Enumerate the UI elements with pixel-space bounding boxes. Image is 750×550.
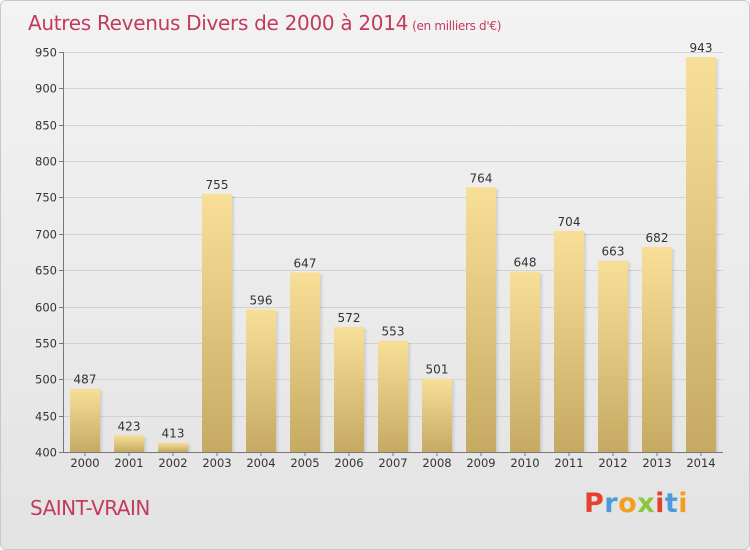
y-tick-label: 900	[35, 82, 57, 96]
y-tick-label: 850	[35, 119, 57, 133]
data-label: 596	[250, 293, 273, 307]
y-tick-label: 650	[35, 264, 57, 278]
bar	[554, 230, 584, 452]
bar-shadow	[100, 390, 104, 452]
bar	[158, 442, 188, 452]
logo-letter: o	[618, 488, 638, 519]
x-tick-label: 2010	[510, 456, 539, 470]
bar	[334, 326, 364, 452]
x-tick-label: 2012	[598, 456, 627, 470]
x-tick-label: 2008	[422, 456, 451, 470]
y-tick-label: 400	[35, 446, 57, 460]
logo-letter: t	[664, 488, 679, 519]
x-tick-label: 2014	[686, 456, 715, 470]
data-label: 943	[690, 41, 713, 55]
data-label: 487	[74, 373, 97, 387]
x-tick-label: 2004	[246, 456, 275, 470]
bar-shadow	[188, 444, 192, 452]
chart-subtitle: (en milliers d'€)	[412, 19, 502, 33]
bar	[246, 309, 276, 452]
bar-shadow	[716, 59, 720, 452]
data-label: 663	[602, 245, 625, 259]
bar	[70, 388, 100, 452]
bar-shadow	[540, 273, 544, 452]
bar-shadow	[672, 248, 676, 452]
bar-shadow	[144, 437, 148, 452]
data-label: 682	[646, 231, 669, 245]
data-label: 755	[206, 178, 229, 192]
bar	[422, 378, 452, 452]
logo-letter: x	[637, 488, 656, 519]
y-tick-label: 800	[35, 155, 57, 169]
x-tick-label: 2003	[202, 456, 231, 470]
axes: 400 450 500 550 600 650 700 750 800 850 900 950 2000…	[35, 46, 723, 470]
bar-shadow	[408, 342, 412, 452]
y-tick-label: 950	[35, 46, 57, 60]
bar-shadow	[276, 311, 280, 452]
bar	[642, 246, 672, 452]
data-label: 648	[514, 256, 537, 270]
x-tick-label: 2006	[334, 456, 363, 470]
bar	[598, 260, 628, 452]
data-label: 764	[470, 171, 493, 185]
bars: 487 423 413 755 596 647 572 553 501 764 648 704 663 6…	[70, 41, 720, 453]
y-tick-label: 450	[35, 410, 57, 424]
bar-shadow	[452, 380, 456, 452]
y-tick-label: 600	[35, 301, 57, 315]
data-label: 704	[558, 215, 581, 229]
bar-shadow	[232, 195, 236, 452]
x-tick-label: 2005	[290, 456, 319, 470]
bar	[114, 435, 144, 452]
bar-shadow	[320, 274, 324, 452]
proxiti-logo[interactable]: Proxiti	[584, 488, 688, 519]
logo-letter: i	[655, 488, 665, 519]
data-label: 423	[118, 419, 141, 433]
chart-title: Autres Revenus Divers de 2000 à 2014 (en …	[28, 11, 501, 35]
data-label: 413	[162, 427, 185, 441]
bar	[290, 272, 320, 452]
bar-shadow	[496, 189, 500, 453]
y-tick-label: 700	[35, 228, 57, 242]
y-tick-label: 750	[35, 191, 57, 205]
data-label: 572	[338, 311, 361, 325]
x-tick-label: 2001	[114, 456, 143, 470]
x-tick-label: 2013	[642, 456, 671, 470]
bar	[686, 57, 716, 452]
bar	[466, 187, 496, 453]
data-label: 501	[426, 363, 449, 377]
x-tick-label: 2002	[158, 456, 187, 470]
logo-letter: r	[604, 488, 619, 519]
place-name: SAINT-VRAIN	[30, 496, 150, 520]
logo-letter: i	[678, 488, 689, 519]
data-label: 553	[382, 325, 405, 339]
x-tick-label: 2011	[554, 456, 583, 470]
bar-shadow	[364, 328, 368, 452]
bar	[378, 340, 408, 452]
bar	[202, 193, 232, 452]
y-tick-label: 500	[35, 373, 57, 387]
logo-letter: P	[584, 488, 605, 519]
y-tick-label: 550	[35, 337, 57, 351]
bar-shadow	[584, 232, 588, 452]
bar-shadow	[628, 262, 632, 452]
bar	[510, 271, 540, 452]
data-label: 647	[294, 256, 317, 270]
x-tick-label: 2009	[466, 456, 495, 470]
chart-title-text: Autres Revenus Divers de 2000 à 2014	[28, 11, 409, 35]
x-tick-label: 2000	[70, 456, 99, 470]
x-tick-label: 2007	[378, 456, 407, 470]
